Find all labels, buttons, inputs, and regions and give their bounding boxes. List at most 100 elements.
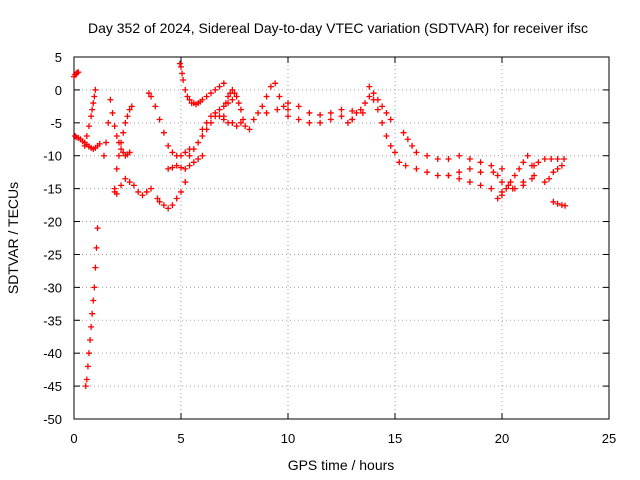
data-point [366,83,373,90]
data-point [237,106,244,113]
data-point [554,200,561,207]
data-point [229,96,236,103]
data-point [156,116,163,123]
data-point [207,113,214,120]
data-point [199,132,206,139]
data-point [317,119,324,126]
data-point [179,70,186,77]
data-point [145,90,152,97]
data-point [111,123,118,130]
data-point [113,190,120,197]
data-point [396,159,403,166]
data-point [550,198,557,205]
data-points [71,60,569,390]
data-point [246,126,253,133]
data-point [195,139,202,146]
data-point [128,103,135,110]
data-point [554,165,561,172]
data-point [88,323,95,330]
data-point [109,109,116,116]
data-point [505,182,512,189]
data-point [199,152,206,159]
data-point [180,77,187,84]
data-point [503,185,510,192]
data-point [96,140,103,147]
data-point [379,103,386,110]
data-point [154,195,161,202]
data-point [87,337,94,344]
data-point [374,106,381,113]
data-point [130,182,137,189]
data-point [88,113,95,120]
data-point [85,123,92,130]
data-point [195,156,202,163]
data-point [285,106,291,113]
data-point [242,123,249,130]
data-point [531,162,538,169]
data-point [477,159,484,166]
x-tick-label: 20 [495,431,509,446]
data-point [562,202,569,209]
data-point [199,96,206,103]
data-point [184,93,191,100]
data-point [182,149,189,156]
data-point [190,146,197,153]
data-point [374,96,381,103]
data-point [383,132,390,139]
data-point [212,109,219,116]
data-point [216,83,223,90]
data-point [359,109,366,116]
data-point [113,165,120,172]
data-point [122,119,129,126]
data-point [507,179,514,186]
data-point [115,152,122,159]
data-point [413,165,420,172]
data-point [456,175,463,182]
data-point [272,80,279,87]
y-tick-label: -20 [43,215,62,230]
y-tick-label: -15 [43,182,62,197]
data-point [466,179,473,186]
data-point [233,123,240,130]
x-tick-label: 10 [281,431,295,446]
data-point [92,86,99,93]
data-point [477,182,484,189]
data-point [383,109,390,116]
data-point [353,109,360,116]
y-tick-label: 0 [55,83,62,98]
data-point [250,116,257,123]
data-point [165,205,172,212]
data-point [295,103,302,110]
chart-title: Day 352 of 2024, Sidereal Day-to-day VTE… [88,20,588,36]
data-point [103,139,110,146]
data-point [548,156,555,163]
data-point [349,116,356,123]
data-point [92,264,99,271]
data-point [190,159,197,166]
data-point [182,179,189,186]
data-point [203,119,210,126]
data-point [83,376,90,383]
data-point [524,152,531,159]
data-point [186,96,193,103]
data-point [387,142,394,149]
data-point [541,179,548,186]
data-point [81,142,88,149]
data-point [186,162,193,169]
data-point [558,202,565,209]
data-point [182,165,189,172]
data-point [225,93,232,100]
data-point [143,188,150,195]
data-point [220,80,227,87]
data-point [477,169,484,176]
data-point [178,188,184,195]
data-point [178,164,184,171]
data-point [267,83,274,90]
data-point [379,119,386,126]
data-point [120,129,127,136]
data-point [75,69,82,76]
data-point [91,284,98,291]
data-point [91,93,98,100]
data-point [107,96,114,103]
axis-ticks: 0 5 10 15 20 25 5 0 -5 -10 -15 -20 -25 -30 -35 -40 -45 -5… [43,50,616,446]
